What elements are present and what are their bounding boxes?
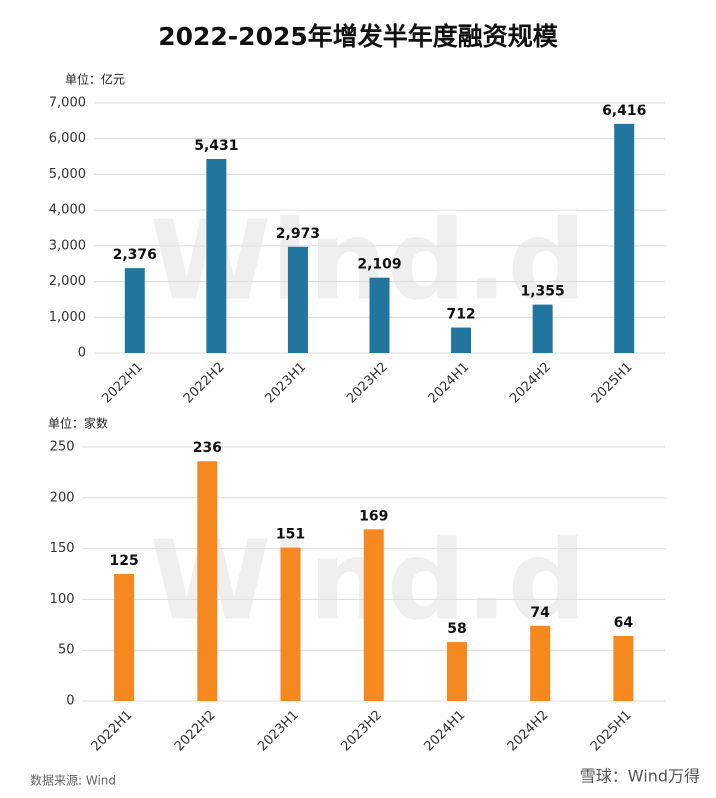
unit-label: 单位：家数 (48, 416, 108, 431)
value-label: 712 (446, 307, 475, 323)
x-tick-label: 2022H2 (181, 360, 228, 407)
x-tick-label: 2022H1 (89, 708, 136, 755)
bar (613, 635, 634, 701)
footer: 雪球：Wind万得 (580, 767, 700, 786)
x-tick-label: 2025H1 (589, 360, 636, 407)
value-label: 6,416 (602, 103, 646, 119)
value-label: 58 (447, 621, 466, 637)
title: 2022-2025年增发半年度融资规模 (158, 22, 559, 51)
value-label: 5,431 (194, 138, 238, 154)
bar (446, 642, 467, 701)
value-label: 236 (193, 440, 222, 456)
x-tick-label: 2022H2 (172, 708, 219, 755)
y-tick-label: 1,000 (49, 310, 86, 325)
y-tick-label: 250 (50, 440, 75, 455)
x-tick-label: 2023H1 (262, 360, 309, 407)
bar (124, 268, 145, 353)
y-tick-label: 7,000 (49, 96, 86, 111)
source: 数据来源: Wind (30, 773, 116, 788)
x-tick-label: 2024H2 (507, 360, 554, 407)
value-label: 64 (614, 615, 634, 631)
unit-label: 单位：亿元 (65, 72, 125, 87)
value-label: 125 (109, 553, 138, 569)
value-label: 1,355 (520, 284, 564, 300)
value-label: 2,973 (276, 226, 320, 242)
x-tick-label: 2022H1 (99, 360, 146, 407)
x-tick-label: 2023H2 (344, 360, 391, 407)
x-tick-label: 2024H1 (421, 708, 468, 755)
x-tick-label: 2024H2 (505, 708, 552, 755)
bar (451, 327, 472, 353)
y-tick-label: 2,000 (49, 274, 86, 289)
bar (614, 123, 635, 353)
y-tick-label: 0 (66, 694, 74, 709)
bar (530, 625, 551, 701)
y-tick-label: 3,000 (49, 238, 86, 253)
x-tick-label: 2024H1 (426, 360, 473, 407)
value-label: 74 (530, 605, 550, 621)
bar (532, 304, 553, 353)
y-tick-label: 200 (50, 490, 75, 505)
y-tick-label: 6,000 (49, 131, 86, 146)
bar (206, 159, 227, 353)
bar (369, 277, 390, 353)
y-tick-label: 4,000 (49, 203, 86, 218)
bar (287, 246, 308, 353)
y-tick-label: 50 (58, 643, 75, 658)
y-tick-label: 100 (50, 592, 75, 607)
value-label: 2,376 (113, 247, 157, 263)
y-tick-label: 0 (78, 346, 86, 361)
x-tick-label: 2023H1 (255, 708, 302, 755)
x-tick-label: 2023H2 (338, 708, 385, 755)
x-tick-label: 2025H1 (588, 708, 635, 755)
bar (114, 574, 135, 701)
y-tick-label: 150 (50, 541, 75, 556)
bar (280, 547, 301, 701)
bar (363, 529, 384, 701)
value-label: 151 (276, 527, 305, 543)
value-label: 2,109 (357, 257, 401, 273)
value-label: 169 (359, 508, 388, 524)
y-tick-label: 5,000 (49, 167, 86, 182)
bar (197, 461, 218, 701)
